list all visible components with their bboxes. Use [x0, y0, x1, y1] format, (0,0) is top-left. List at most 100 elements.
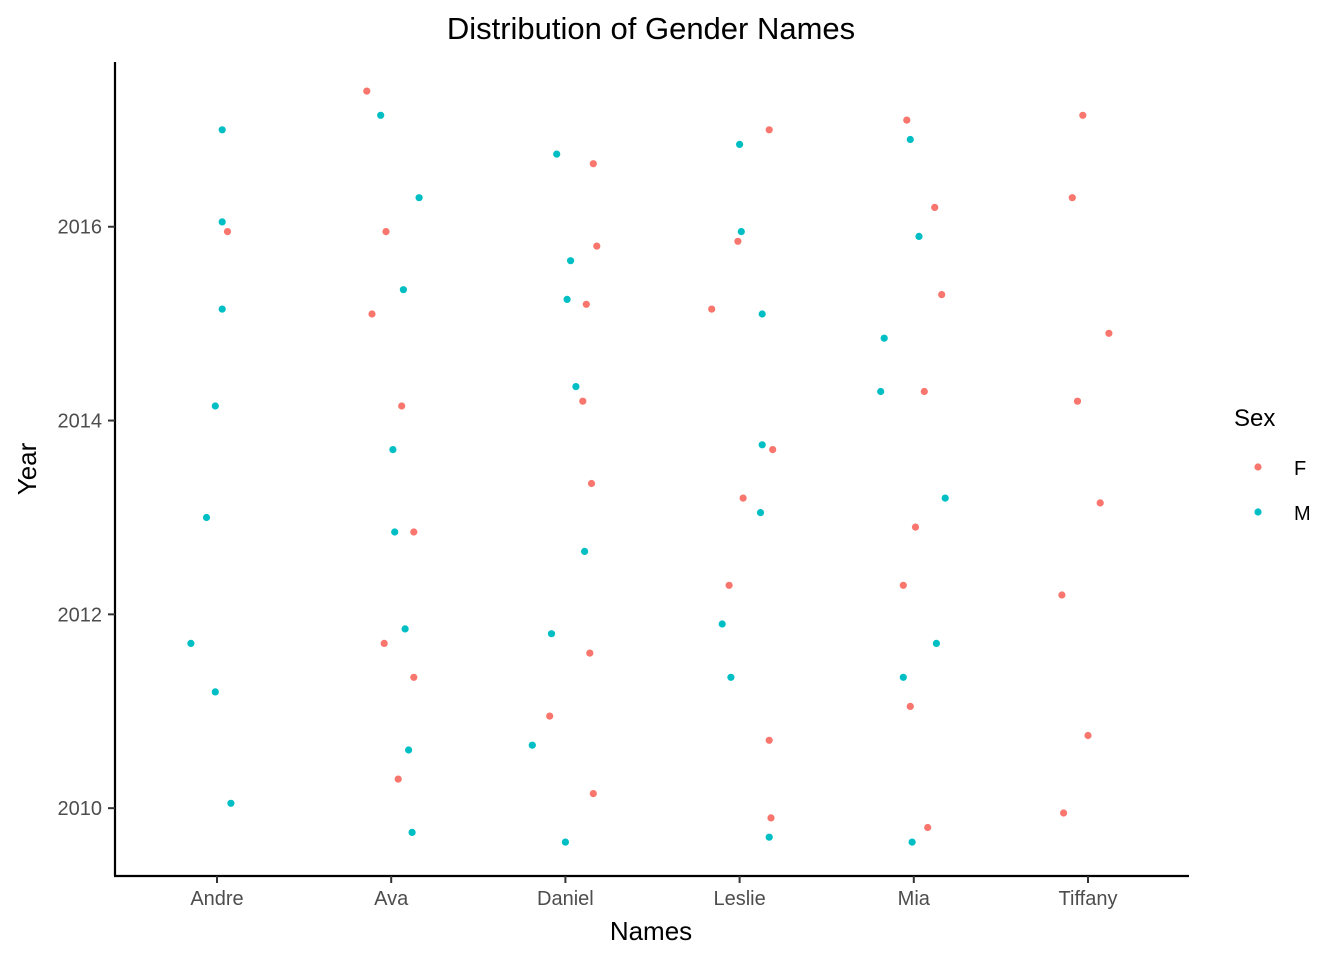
- data-point-m: [581, 547, 589, 556]
- data-point-m: [567, 257, 575, 265]
- x-tick-label: Daniel: [537, 888, 594, 910]
- data-point-m: [765, 833, 773, 841]
- data-point-f: [589, 790, 597, 798]
- data-point-m: [758, 441, 766, 449]
- points-layer: [187, 87, 1113, 846]
- x-tick-label: Andre: [190, 888, 243, 910]
- data-point-f: [1084, 731, 1092, 740]
- data-point-m: [391, 528, 399, 536]
- data-point-m: [561, 838, 570, 846]
- y-axis-title: Year: [12, 442, 42, 495]
- data-point-f: [394, 775, 402, 783]
- data-point-f: [1058, 591, 1066, 599]
- data-point-f: [382, 228, 390, 236]
- data-point-f: [1079, 111, 1087, 119]
- data-point-m: [211, 688, 219, 696]
- data-point-m: [227, 799, 235, 807]
- data-point-f: [589, 160, 597, 168]
- data-point-m: [915, 232, 923, 240]
- data-point-f: [410, 673, 418, 681]
- data-point-f: [765, 736, 773, 744]
- data-point-f: [1068, 194, 1076, 202]
- data-point-m: [187, 639, 195, 648]
- data-point-m: [563, 295, 571, 303]
- data-point-m: [756, 508, 765, 517]
- data-point-m: [572, 383, 580, 391]
- data-point-f: [924, 823, 932, 832]
- data-point-m: [899, 673, 907, 681]
- data-point-f: [1096, 499, 1104, 507]
- data-point-f: [765, 126, 773, 134]
- x-axis-ticks: Andre Ava Daniel Leslie Mia Tiffany: [190, 876, 1117, 910]
- data-point-m: [758, 310, 766, 318]
- y-axis-ticks: 2010 2012 2014 2016: [58, 217, 115, 820]
- data-point-m: [415, 194, 423, 202]
- data-point-m: [389, 446, 397, 454]
- x-tick-label: Leslie: [713, 888, 765, 910]
- data-point-f: [931, 203, 939, 211]
- x-tick-label: Tiffany: [1059, 888, 1118, 910]
- data-point-m: [377, 111, 385, 119]
- data-point-f: [398, 402, 406, 410]
- legend-title: Sex: [1234, 405, 1275, 432]
- data-point-f: [223, 228, 232, 236]
- data-point-m: [906, 135, 914, 144]
- legend-label-f: F: [1294, 458, 1306, 480]
- data-point-m: [718, 620, 726, 628]
- data-point-m: [932, 639, 941, 648]
- data-point-m: [941, 494, 949, 502]
- y-tick-label: 2012: [58, 604, 103, 626]
- data-point-m: [727, 673, 735, 681]
- data-point-f: [906, 702, 914, 711]
- data-point-f: [903, 116, 911, 124]
- data-point-m: [736, 140, 744, 148]
- data-point-f: [708, 305, 716, 313]
- x-tick-label: Ava: [374, 888, 409, 910]
- data-point-m: [547, 630, 556, 638]
- data-point-f: [769, 446, 777, 454]
- data-point-f: [767, 814, 775, 822]
- legend-key-f: [1254, 463, 1262, 471]
- data-point-f: [380, 639, 388, 648]
- data-point-f: [593, 242, 601, 250]
- data-point-m: [880, 334, 888, 342]
- x-axis-title: Names: [610, 916, 692, 946]
- data-point-f: [582, 300, 590, 308]
- data-point-f: [911, 523, 920, 531]
- chart-title: Distribution of Gender Names: [447, 11, 855, 46]
- data-point-m: [737, 228, 745, 236]
- data-point-f: [368, 310, 376, 318]
- legend-label-m: M: [1294, 503, 1311, 525]
- data-point-f: [734, 237, 742, 245]
- x-tick-label: Mia: [898, 888, 931, 910]
- legend-key-m: [1254, 508, 1262, 516]
- data-point-f: [938, 291, 946, 299]
- data-point-m: [528, 741, 536, 749]
- data-point-f: [739, 494, 747, 502]
- data-point-m: [211, 402, 219, 410]
- data-point-f: [546, 712, 554, 720]
- legend: Sex F M: [1234, 405, 1311, 525]
- data-point-m: [399, 286, 407, 294]
- data-point-f: [920, 387, 928, 396]
- data-point-f: [1060, 809, 1068, 817]
- data-point-f: [1073, 397, 1082, 405]
- data-point-f: [587, 479, 596, 488]
- data-point-m: [877, 387, 885, 396]
- data-point-f: [899, 581, 907, 589]
- data-point-m: [218, 126, 226, 134]
- data-point-m: [202, 513, 211, 522]
- y-tick-label: 2016: [58, 217, 103, 239]
- y-tick-label: 2014: [58, 411, 103, 433]
- data-point-m: [401, 625, 409, 633]
- data-point-m: [408, 828, 416, 837]
- data-point-m: [218, 218, 226, 226]
- data-point-m: [553, 150, 561, 158]
- data-point-m: [405, 746, 413, 754]
- data-point-f: [725, 581, 733, 589]
- data-point-m: [908, 838, 916, 846]
- data-point-f: [410, 528, 418, 536]
- data-point-f: [363, 87, 371, 95]
- data-point-f: [586, 649, 594, 657]
